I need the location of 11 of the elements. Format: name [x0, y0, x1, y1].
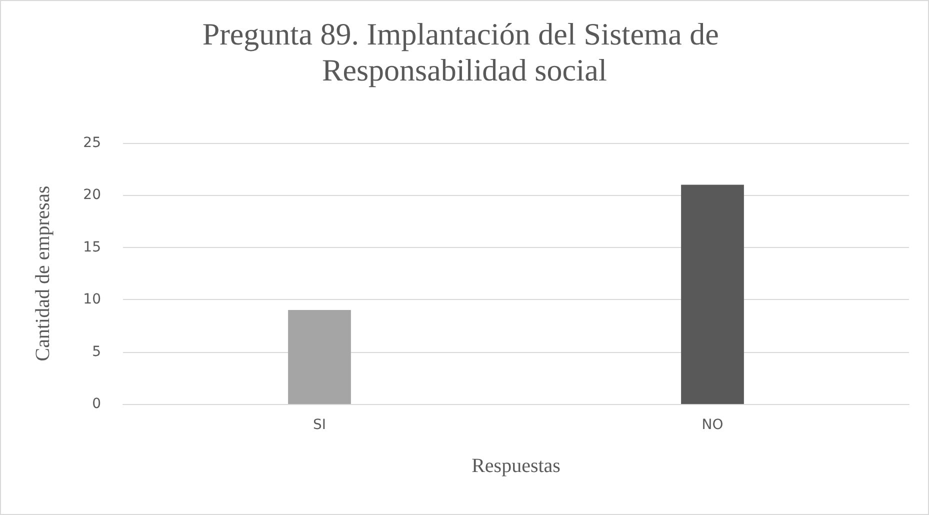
y-tick-label: 0	[92, 396, 101, 412]
y-tick-label: 10	[83, 292, 101, 308]
y-tick-label: 25	[83, 135, 101, 151]
chart-title: Pregunta 89. Implantación del Sistema de Responsabilidad social	[202, 16, 727, 88]
x-tick-label: SI	[312, 417, 326, 433]
y-tick-label: 15	[83, 239, 101, 256]
x-tick-label: NO	[702, 417, 724, 433]
y-tick-label: 20	[83, 187, 101, 204]
y-axis-title: Cantidad de empresas	[32, 186, 54, 362]
y-tick-label: 5	[92, 344, 101, 360]
x-axis-title: Respuestas	[472, 455, 561, 477]
